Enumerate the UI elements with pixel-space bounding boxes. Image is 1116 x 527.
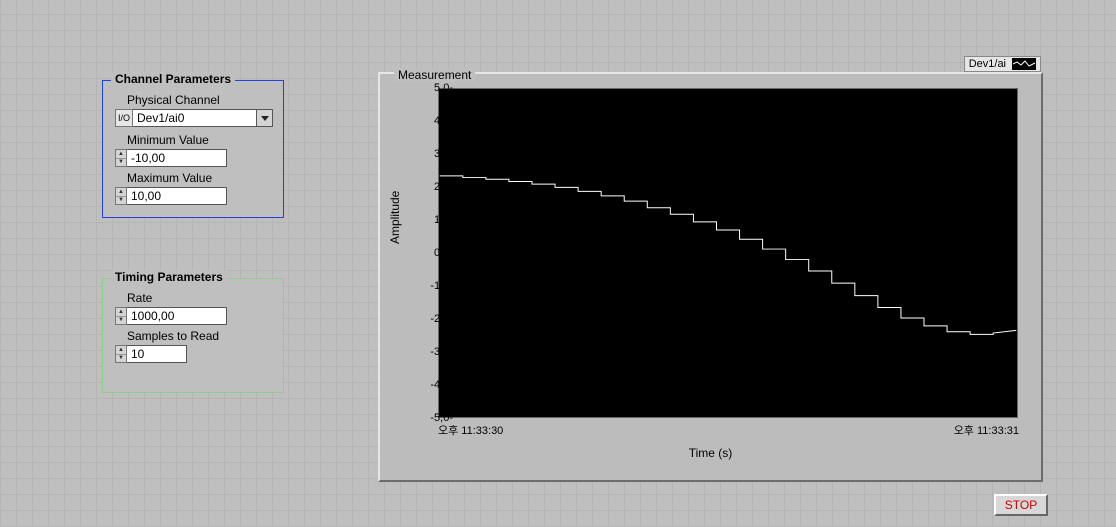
spinner-icon[interactable]: ▲▼ bbox=[115, 345, 127, 363]
rate-input[interactable] bbox=[127, 307, 227, 325]
legend-swatch bbox=[1012, 58, 1036, 70]
y-tick: -4,0- bbox=[415, 379, 455, 391]
y-tick: 3,0- bbox=[415, 148, 455, 160]
rate-label: Rate bbox=[127, 291, 273, 305]
stop-button[interactable]: STOP bbox=[994, 494, 1048, 516]
samples-to-read-label: Samples to Read bbox=[127, 329, 273, 343]
x-tick-end: 오후 11:33:31 bbox=[954, 422, 1019, 438]
x-tick-start: 오후 11:33:30 bbox=[438, 422, 503, 438]
measurement-graph-panel: Measurement Dev1/ai Amplitude 5,0-4,0-3,… bbox=[378, 72, 1043, 482]
y-tick: -2,0- bbox=[415, 313, 455, 325]
maximum-value-label: Maximum Value bbox=[127, 171, 273, 185]
y-tick: -1,0- bbox=[415, 280, 455, 292]
spinner-icon[interactable]: ▲▼ bbox=[115, 149, 127, 167]
spinner-icon[interactable]: ▲▼ bbox=[115, 187, 127, 205]
channel-parameters-panel: Channel Parameters Physical Channel I/O … bbox=[102, 80, 284, 218]
timing-parameters-panel: Timing Parameters Rate ▲▼ Samples to Rea… bbox=[102, 278, 284, 393]
x-axis-label: Time (s) bbox=[380, 446, 1041, 460]
samples-control[interactable]: ▲▼ bbox=[115, 345, 273, 363]
maximum-value-input[interactable] bbox=[127, 187, 227, 205]
graph-title: Measurement bbox=[394, 68, 475, 82]
minimum-value-control[interactable]: ▲▼ bbox=[115, 149, 273, 167]
plot-area bbox=[438, 88, 1018, 418]
y-tick: 0,0- bbox=[415, 247, 455, 259]
minimum-value-label: Minimum Value bbox=[127, 133, 273, 147]
timing-parameters-title: Timing Parameters bbox=[111, 270, 227, 284]
rate-control[interactable]: ▲▼ bbox=[115, 307, 273, 325]
y-tick: 5,0- bbox=[415, 82, 455, 94]
physical-channel-label: Physical Channel bbox=[127, 93, 273, 107]
physical-channel-value[interactable]: Dev1/ai0 bbox=[133, 109, 257, 127]
waveform-plot[interactable] bbox=[438, 88, 1018, 418]
channel-parameters-title: Channel Parameters bbox=[111, 72, 235, 86]
minimum-value-input[interactable] bbox=[127, 149, 227, 167]
y-tick: 4,0- bbox=[415, 115, 455, 127]
io-icon: I/O bbox=[115, 109, 133, 127]
y-axis-label: Amplitude bbox=[388, 191, 402, 244]
y-tick: -3,0- bbox=[415, 346, 455, 358]
dropdown-arrow-icon[interactable] bbox=[257, 109, 273, 127]
spinner-icon[interactable]: ▲▼ bbox=[115, 307, 127, 325]
physical-channel-selector[interactable]: I/O Dev1/ai0 bbox=[115, 109, 273, 127]
graph-legend[interactable]: Dev1/ai bbox=[964, 56, 1041, 72]
samples-input[interactable] bbox=[127, 345, 187, 363]
y-tick: 2,0- bbox=[415, 181, 455, 193]
y-tick: 1,0- bbox=[415, 214, 455, 226]
legend-label: Dev1/ai bbox=[969, 58, 1006, 70]
maximum-value-control[interactable]: ▲▼ bbox=[115, 187, 273, 205]
